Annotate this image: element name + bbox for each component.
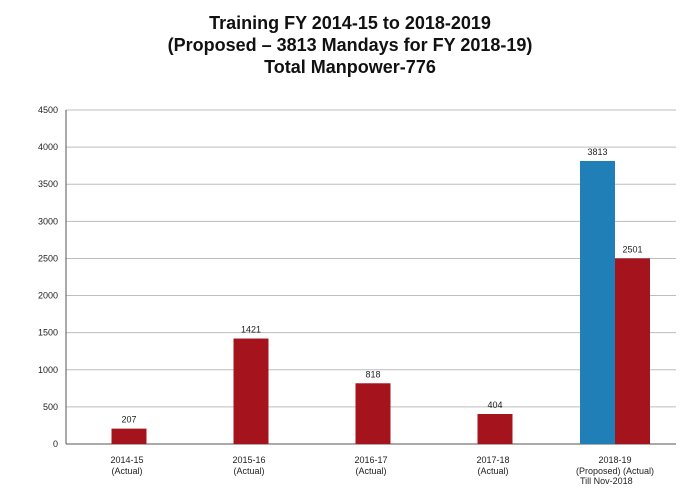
bar-actual (355, 383, 391, 444)
bar-data-label: 2501 (622, 244, 642, 254)
bar-actual (111, 428, 147, 444)
x-category-label: 2015-16 (232, 455, 265, 465)
bar-data-label: 818 (365, 369, 380, 379)
y-tick-label: 4500 (38, 105, 58, 115)
y-tick-label: 0 (53, 439, 58, 449)
x-category-sublabel: (Proposed) (Actual) (576, 466, 654, 476)
x-category-label: 2018-19 (598, 455, 631, 465)
x-category-label: 2017-18 (476, 455, 509, 465)
bar-data-label: 1421 (241, 325, 261, 335)
bar-proposed (580, 160, 615, 444)
title-line-1: Training FY 2014-15 to 2018-2019 (209, 13, 491, 33)
bar-actual (477, 414, 513, 444)
x-category-label: 2014-15 (110, 455, 143, 465)
title-line-3: Total Manpower-776 (264, 57, 436, 77)
bar-data-label: 3813 (587, 147, 607, 157)
y-tick-label: 4000 (38, 142, 58, 152)
y-tick-label: 2500 (38, 253, 58, 263)
chart-title: Training FY 2014-15 to 2018-2019 (Propos… (0, 12, 700, 78)
x-category-sublabel: (Actual) (477, 466, 508, 476)
x-category-sublabel: (Actual) (355, 466, 386, 476)
x-category-sublabel: (Actual) (233, 466, 264, 476)
title-line-2: (Proposed – 3813 Mandays for FY 2018-19) (167, 35, 533, 55)
bar-data-label: 404 (487, 400, 502, 410)
y-tick-label: 3500 (38, 179, 58, 189)
y-tick-label: 500 (43, 402, 58, 412)
footnote: Till Nov-2018 (580, 476, 633, 486)
bar-data-label: 207 (121, 415, 136, 425)
bar-actual (233, 338, 269, 444)
y-tick-label: 1000 (38, 365, 58, 375)
y-tick-label: 2000 (38, 291, 58, 301)
bar-actual (615, 258, 650, 444)
x-category-label: 2016-17 (354, 455, 387, 465)
x-category-sublabel: (Actual) (111, 466, 142, 476)
y-tick-label: 1500 (38, 328, 58, 338)
y-tick-label: 3000 (38, 216, 58, 226)
